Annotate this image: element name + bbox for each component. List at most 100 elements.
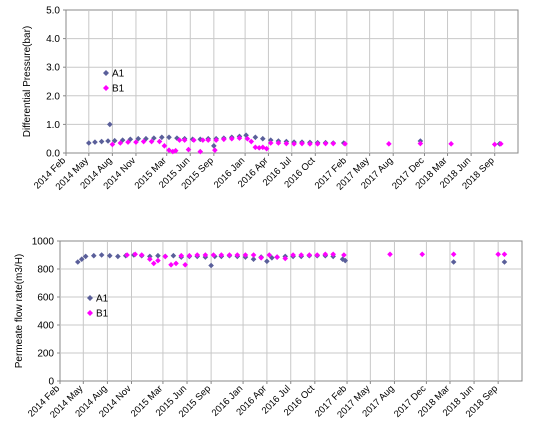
data-point-B1 [156,138,163,145]
data-point-B1 [200,137,206,143]
data-point-B1 [299,140,305,147]
data-point-B1 [176,137,183,143]
data-point-B1 [221,136,227,143]
y-tick-label: 1.0 [46,120,60,131]
data-point-B1 [168,262,174,268]
data-point-A1 [267,137,274,143]
data-point-A1 [252,134,259,141]
data-point-B1 [298,252,305,258]
y-tick-label: 3.0 [46,63,60,74]
legend-label-A1: A1 [112,69,125,80]
data-point-A1 [135,135,142,142]
data-point-B1 [267,140,274,146]
data-point-B1 [133,139,139,145]
y-tick-label: 600 [37,293,54,304]
data-point-B1 [256,145,263,151]
legend-marker-B1 [103,85,109,91]
data-point-A1 [151,135,157,141]
legend-label-A1: A1 [96,294,109,305]
y-axis-title: Differential Pressure(bar) [22,26,33,138]
data-point-B1 [181,137,188,143]
data-point-A1 [259,135,266,142]
legend-label-B1: B1 [96,309,109,320]
data-point-A1 [75,259,81,265]
data-point-A1 [159,134,165,141]
legend-marker-A1 [87,295,93,301]
data-point-A1 [501,259,508,265]
data-point-A1 [86,140,92,146]
data-point-B1 [148,138,155,145]
data-point-B1 [314,141,321,147]
data-point-B1 [342,141,348,147]
data-point-A1 [155,252,161,259]
data-point-B1 [161,143,168,149]
data-point-B1 [290,252,296,258]
data-point-B1 [150,260,157,267]
data-point-B1 [314,252,320,258]
y-tick-label: 1000 [32,237,55,248]
data-point-B1 [263,145,270,152]
data-point-B1 [182,262,188,268]
y-tick-label: 200 [37,349,54,360]
data-point-B1 [386,141,392,147]
data-point-A1 [107,121,113,128]
data-point-B1 [306,252,313,258]
data-point-B1 [197,148,204,155]
y-axis-title: Permeate flow rate(m3/H) [14,254,25,368]
data-point-A1 [111,137,118,144]
data-point-B1 [117,140,124,146]
data-point-B1 [275,140,282,146]
data-point-A1 [208,262,214,269]
data-point-B1 [191,137,197,143]
data-point-A1 [82,253,89,260]
data-point-B1 [172,147,179,154]
series-B1 [109,135,504,155]
data-point-B1 [341,252,347,258]
data-point-B1 [212,147,218,153]
data-point-B1 [417,140,424,147]
data-point-A1 [166,134,172,141]
data-point-B1 [109,141,116,148]
legend-label-B1: B1 [112,84,125,95]
y-tick-label: 0.0 [46,149,60,160]
data-point-A1 [143,135,149,142]
data-point-B1 [322,140,329,147]
data-point-B1 [244,135,251,142]
data-point-B1 [498,141,504,147]
data-point-A1 [105,138,111,144]
y-tick-label: 0 [48,377,54,388]
data-point-B1 [205,137,212,143]
data-point-A1 [98,138,105,145]
legend-marker-B1 [87,310,93,316]
data-point-B1 [291,141,297,147]
data-point-A1 [450,259,457,265]
data-point-B1 [252,144,259,151]
data-point-B1 [283,140,290,147]
data-point-A1 [98,252,105,258]
data-point-A1 [342,257,349,264]
y-tick-label: 400 [37,321,54,332]
data-point-B1 [185,146,192,153]
data-point-B1 [228,135,235,142]
data-point-A1 [92,139,98,145]
data-point-B1 [448,141,454,147]
data-point-B1 [236,135,243,141]
y-tick-label: 2.0 [46,91,60,102]
data-point-A1 [115,253,121,260]
data-point-B1 [213,137,219,143]
data-point-B1 [140,138,147,145]
y-tick-label: 4.0 [46,34,60,45]
data-point-B1 [125,139,131,145]
data-point-B1 [330,140,337,147]
data-point-B1 [248,138,255,145]
data-point-B1 [266,252,273,258]
data-point-B1 [282,255,289,262]
legend-marker-A1 [103,70,109,76]
data-point-B1 [491,141,498,148]
y-tick-label: 800 [37,265,54,276]
y-tick-label: 5.0 [46,6,60,17]
data-point-B1 [307,141,313,147]
